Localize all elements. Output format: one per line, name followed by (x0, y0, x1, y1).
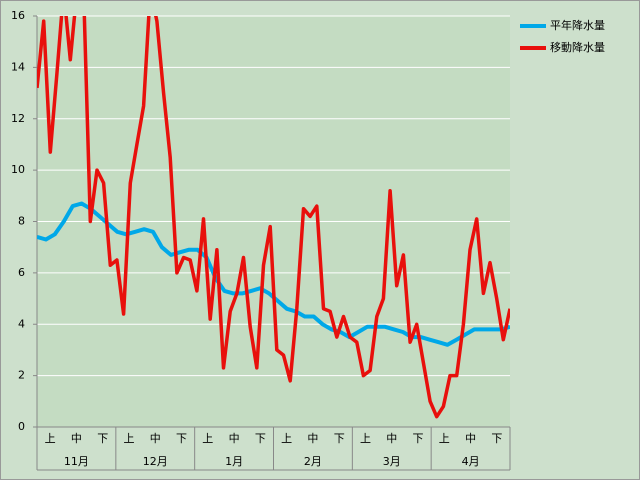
series-line (37, 16, 510, 419)
x-group-label: 11月 (64, 455, 89, 468)
x-tick-label: 下 (255, 432, 266, 445)
x-tick-label: 中 (307, 432, 318, 445)
x-tick-label: 上 (123, 432, 134, 445)
x-tick-label: 下 (491, 432, 502, 445)
x-tick-label: 下 (97, 432, 108, 445)
series-group (37, 16, 510, 419)
x-group-label: 12月 (143, 455, 168, 468)
x-tick-label: 中 (71, 432, 82, 445)
x-tick-label: 中 (386, 432, 397, 445)
x-group-label: 3月 (383, 455, 401, 468)
x-tick-label: 上 (202, 432, 213, 445)
y-tick-label: 12 (11, 112, 25, 125)
y-tick-label: 10 (11, 163, 25, 176)
y-tick-label: 6 (18, 266, 25, 279)
x-group-label: 1月 (225, 455, 243, 468)
x-tick-label: 上 (281, 432, 292, 445)
x-tick-label: 下 (334, 432, 345, 445)
x-tick-label: 上 (360, 432, 371, 445)
legend-label: 平年降水量 (550, 18, 605, 32)
y-tick-label: 4 (18, 317, 25, 330)
x-tick-label: 中 (465, 432, 476, 445)
y-tick-label: 16 (11, 9, 25, 22)
y-tick-label: 0 (18, 420, 25, 433)
y-tick-label: 8 (18, 215, 25, 228)
legend-label: 移動降水量 (550, 40, 605, 54)
x-tick-label: 上 (45, 432, 56, 445)
x-tick-label: 中 (229, 432, 240, 445)
y-tick-label: 2 (18, 369, 25, 382)
x-tick-label: 上 (439, 432, 450, 445)
y-tick-label: 14 (11, 60, 25, 73)
x-group-label: 2月 (304, 455, 322, 468)
x-tick-label: 中 (150, 432, 161, 445)
x-tick-label: 下 (176, 432, 187, 445)
x-group-label: 4月 (462, 455, 480, 468)
x-tick-label: 下 (413, 432, 424, 445)
